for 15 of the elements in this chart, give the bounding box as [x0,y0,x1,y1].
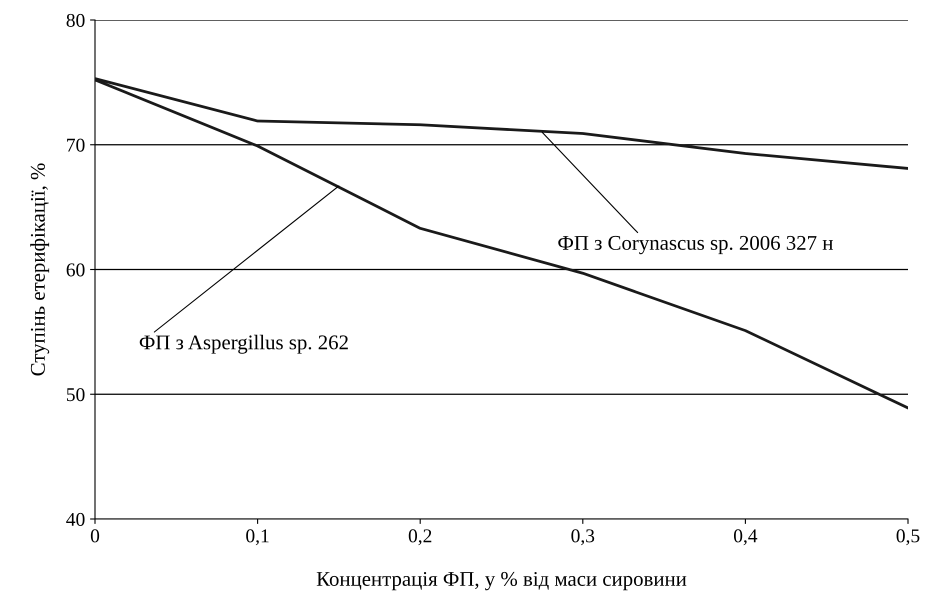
y-tick-label: 60 [66,263,85,276]
x-tick-label: 0,3 [571,529,594,546]
y-axis-title: Ступінь етерифікації, % [30,163,50,376]
x-tick-label: 0,4 [734,529,758,546]
annotation: ФП з Corynascus sp. 2006 327 н [558,236,833,254]
annotation: ФП з Aspergillus sp. 262 [140,334,348,354]
x-tick-label: 0 [90,529,100,542]
y-tick-label: 80 [66,14,85,27]
y-tick-label: 50 [66,388,85,402]
y-tick-label: 40 [66,512,85,526]
x-tick-label: 0,5 [896,529,920,546]
x-axis-title: Концентрація ФП, у % від маси сировини [316,572,686,590]
x-tick-label: 0,2 [408,529,432,546]
x-tick-label: 0,1 [246,529,269,546]
y-tick-label: 70 [67,138,85,152]
